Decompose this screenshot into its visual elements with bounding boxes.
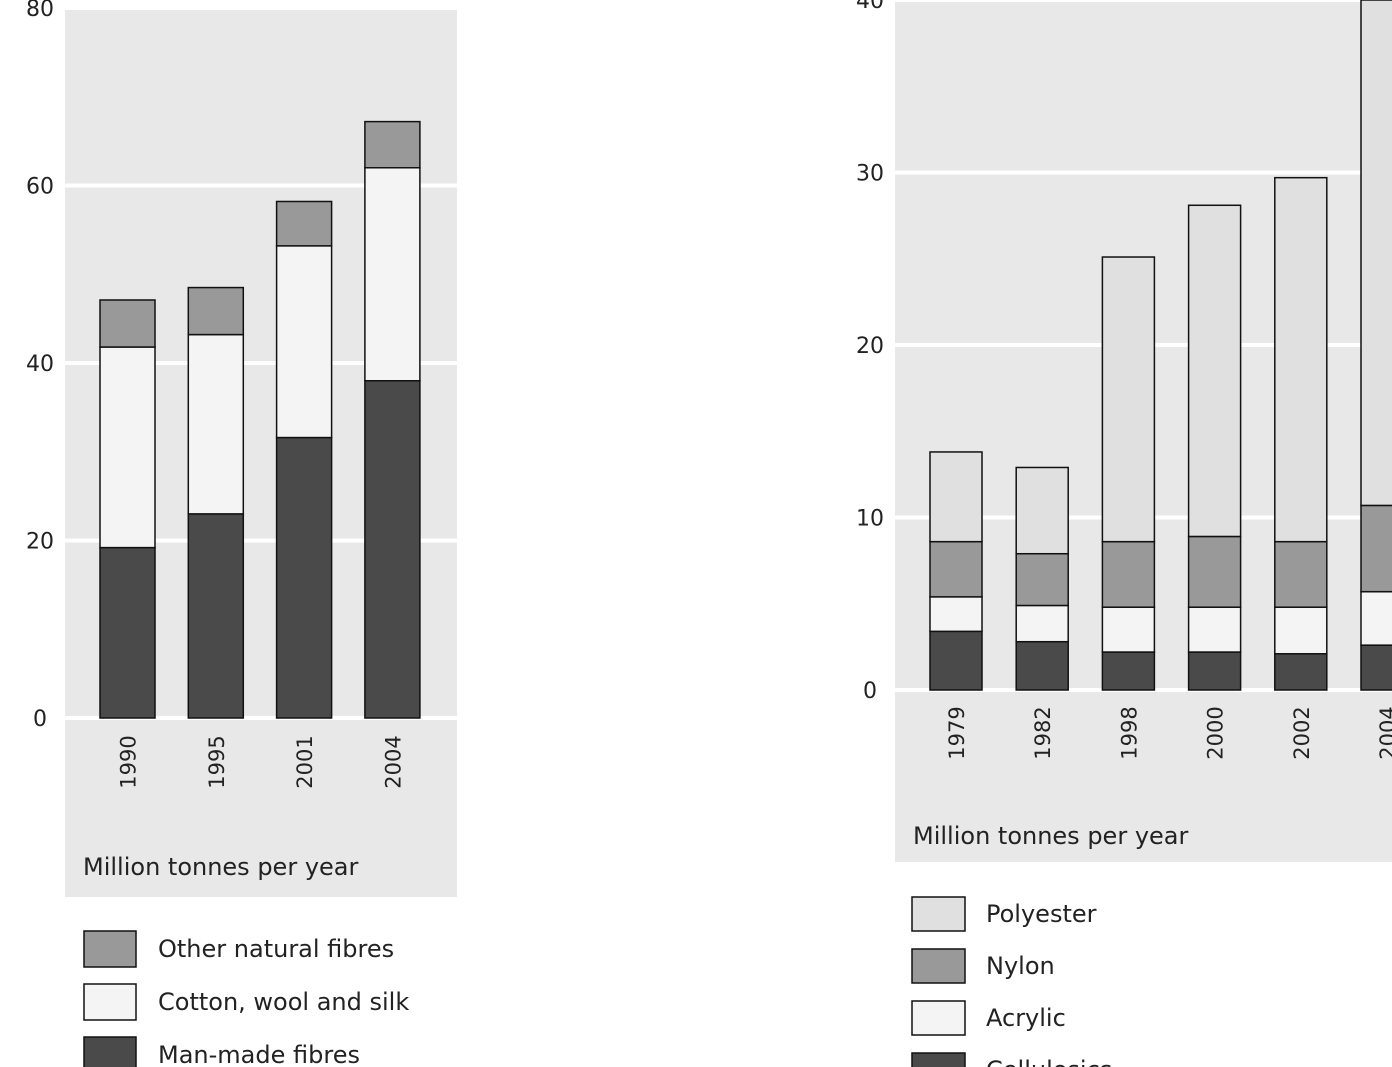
y-tick-label: 80: [26, 0, 54, 22]
legend-label: Other natural fibres: [158, 935, 394, 963]
legend-label: Man-made fibres: [158, 1041, 360, 1067]
legend-label: Nylon: [986, 952, 1055, 980]
bar-segment: [1101, 256, 1156, 543]
bar-segment: [1274, 540, 1328, 608]
bar-segment: [1360, 590, 1392, 646]
legend-label: Cellulosics: [986, 1056, 1112, 1067]
x-tick-label: 1982: [1031, 706, 1055, 759]
y-tick-label: 40: [856, 0, 884, 14]
bar-segment: [1360, 644, 1392, 691]
bar-segment: [1274, 606, 1328, 655]
legend-swatch: [83, 1036, 137, 1067]
legend-swatch: [911, 896, 966, 932]
bar-segment: [1360, 0, 1392, 507]
x-tick-label: 2004: [381, 735, 405, 788]
legend-swatch: [911, 948, 966, 984]
bar-segment: [275, 436, 333, 719]
bar-segment: [929, 630, 983, 691]
y-tick-label: 20: [856, 334, 884, 359]
x-tick-label: 1998: [1117, 706, 1141, 759]
bar-segment: [364, 167, 421, 382]
x-tick-label: 1995: [205, 735, 229, 788]
y-tick-label: 0: [863, 679, 877, 704]
x-tick-label: 2002: [1290, 706, 1314, 759]
bar-segment: [929, 451, 983, 543]
y-tick-label: 20: [26, 530, 54, 555]
bar-segment: [1274, 176, 1328, 543]
unit-label: Million tonnes per year: [83, 853, 358, 881]
y-tick-label: 30: [856, 162, 884, 187]
x-tick-label: 2001: [293, 735, 317, 788]
x-tick-label: 2000: [1204, 706, 1228, 759]
x-tick-label: 1990: [117, 735, 141, 788]
legend-swatch: [83, 983, 137, 1021]
bar-segment: [187, 513, 245, 719]
bar-segment: [1015, 552, 1069, 607]
bar-segment: [1187, 651, 1242, 691]
bar-segment: [1360, 504, 1392, 593]
bar-segment: [1015, 640, 1069, 691]
y-tick-label: 0: [33, 707, 47, 732]
bar-segment: [1015, 466, 1069, 555]
bar-segment: [187, 286, 245, 336]
bar-segment: [1274, 653, 1328, 691]
y-tick-label: 10: [856, 507, 884, 532]
bar-segment: [1187, 204, 1242, 538]
bar-segment: [99, 346, 156, 549]
legend-label: Polyester: [986, 900, 1097, 928]
legend-swatch: [911, 1000, 966, 1036]
y-tick-label: 40: [26, 352, 54, 377]
chart-panel-synthetic-fibres: 0 10 20 30 40 1979 1982 1998 2000 2002 2004 Million…: [856, 0, 1392, 1067]
bar-segment: [1101, 540, 1156, 608]
bar-segment: [187, 333, 245, 515]
unit-label: Million tonnes per year: [913, 822, 1188, 850]
bar-segment: [1187, 606, 1242, 653]
y-tick-label: 60: [26, 175, 54, 200]
legend-swatch: [83, 930, 137, 968]
bar-segment: [929, 596, 983, 633]
chart-panel-fibre-production: 0 20 40 60 80 1990 1995 2001 2004 Million tonnes …: [26, 0, 457, 1067]
bar-segment: [364, 380, 421, 719]
legend-label: Acrylic: [986, 1004, 1066, 1032]
bar-segment: [1015, 604, 1069, 643]
bar-segment: [1101, 606, 1156, 653]
x-tick-label: 2004: [1376, 706, 1392, 759]
bar-segment: [1101, 651, 1156, 691]
bar-segment: [99, 299, 156, 348]
bar-segment: [364, 120, 421, 169]
legend-label: Cotton, wool and silk: [158, 988, 409, 1016]
bar-segment: [929, 540, 983, 598]
bar-segment: [275, 200, 333, 247]
bar-segment: [275, 245, 333, 439]
x-tick-label: 1979: [945, 706, 969, 759]
legend-swatch: [911, 1052, 966, 1067]
bar-segment: [99, 546, 156, 719]
bar-segment: [1187, 535, 1242, 608]
